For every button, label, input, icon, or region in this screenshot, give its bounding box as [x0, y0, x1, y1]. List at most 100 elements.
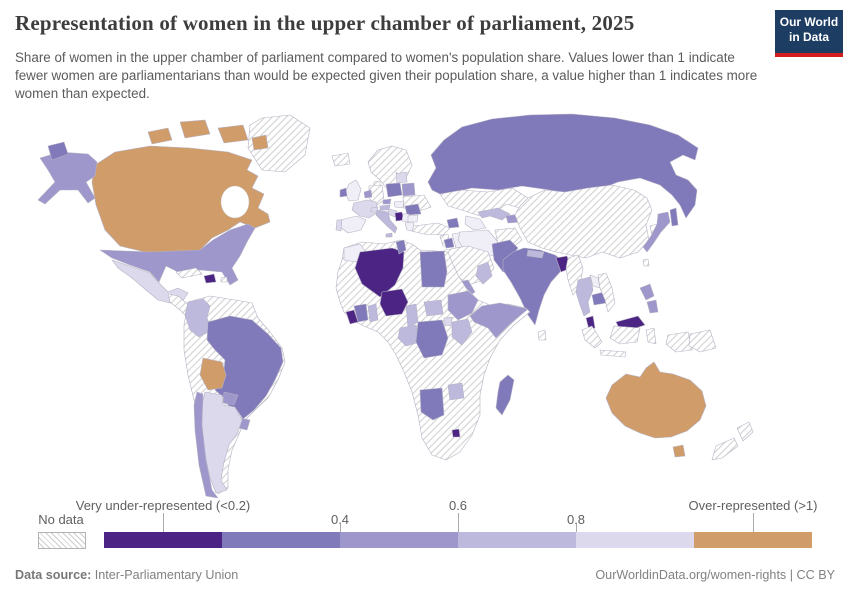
country-somalia[interactable]: [469, 302, 529, 339]
country-turkey[interactable]: [411, 222, 451, 236]
country-gabon-congo[interactable]: [397, 324, 421, 347]
owid-logo[interactable]: Our World in Data: [775, 10, 843, 57]
country-japan[interactable]: [642, 211, 671, 253]
legend-color-bar: [104, 532, 812, 548]
indonesia-java[interactable]: [599, 349, 627, 358]
canada-arctic-4[interactable]: [251, 134, 269, 151]
country-uzbekistan[interactable]: [477, 207, 511, 221]
canada-arctic-3[interactable]: [217, 124, 249, 144]
country-turkmenistan[interactable]: [464, 215, 487, 231]
country-sri-lanka[interactable]: [537, 329, 547, 341]
country-jordan[interactable]: [443, 237, 455, 249]
country-namibia[interactable]: [419, 387, 445, 421]
country-italy[interactable]: [375, 209, 398, 234]
country-greenland[interactable]: [247, 114, 311, 173]
country-alaska[interactable]: [37, 151, 98, 205]
country-zimbabwe[interactable]: [447, 382, 465, 401]
country-poland[interactable]: [385, 182, 403, 198]
country-czechia[interactable]: [382, 198, 392, 205]
country-india[interactable]: [502, 247, 566, 326]
country-australia[interactable]: [605, 361, 707, 439]
country-ireland[interactable]: [339, 187, 348, 198]
data-source-label: Data source:: [15, 568, 92, 582]
legend-label-06: 0.6: [448, 498, 468, 513]
indonesia-borneo[interactable]: [609, 325, 641, 345]
world-choropleth-map: [37, 113, 754, 499]
country-nigeria[interactable]: [379, 288, 409, 317]
country-dr-congo[interactable]: [415, 319, 449, 359]
country-thailand[interactable]: [575, 276, 594, 317]
legend-tick: [163, 513, 164, 532]
canada-arctic-2[interactable]: [179, 119, 211, 139]
country-papua-new-guinea[interactable]: [688, 329, 717, 353]
country-russia[interactable]: [427, 113, 699, 219]
canada-arctic-1[interactable]: [147, 127, 173, 145]
country-nepal[interactable]: [526, 249, 545, 259]
country-liberia[interactable]: [345, 309, 359, 325]
country-bolivia[interactable]: [199, 357, 227, 391]
region-baltics[interactable]: [395, 171, 408, 184]
country-ivory-coast[interactable]: [353, 303, 369, 323]
indonesia-sulawesi[interactable]: [645, 327, 657, 345]
country-canada[interactable]: [91, 145, 271, 253]
legend-no-data-swatch[interactable]: [38, 532, 86, 549]
legend-segment-3[interactable]: [340, 532, 458, 548]
legend-segment-1[interactable]: [104, 532, 222, 548]
legend-segment-4[interactable]: [458, 532, 576, 548]
owid-logo-line2: in Data: [788, 30, 829, 44]
country-romania[interactable]: [404, 203, 422, 216]
country-oman[interactable]: [475, 261, 493, 285]
country-ghana[interactable]: [367, 303, 379, 323]
country-lesotho[interactable]: [451, 428, 461, 438]
indonesia-sumatra[interactable]: [581, 325, 603, 349]
country-madagascar[interactable]: [495, 374, 515, 416]
country-paraguay[interactable]: [222, 391, 239, 406]
country-cuba[interactable]: [175, 267, 203, 279]
country-philippines-north[interactable]: [639, 283, 655, 301]
country-vietnam[interactable]: [597, 272, 616, 313]
legend-label-over: Over-represented (>1): [688, 498, 818, 513]
country-chile[interactable]: [193, 391, 219, 499]
license-link[interactable]: OurWorldinData.org/women-rights | CC BY: [595, 568, 835, 582]
country-algeria[interactable]: [354, 247, 405, 298]
new-zealand-south[interactable]: [711, 437, 739, 461]
country-sicily[interactable]: [385, 232, 393, 238]
country-ethiopia[interactable]: [447, 290, 479, 321]
country-hispaniola[interactable]: [203, 273, 217, 284]
country-uganda[interactable]: [443, 316, 453, 327]
new-zealand-north[interactable]: [736, 421, 754, 442]
country-benelux[interactable]: [363, 189, 373, 199]
country-united-kingdom[interactable]: [344, 179, 362, 202]
region-caucasus[interactable]: [446, 217, 460, 229]
country-kazakhstan[interactable]: [439, 187, 529, 217]
country-egypt[interactable]: [419, 250, 448, 288]
country-spain[interactable]: [339, 215, 367, 234]
country-puerto-rico[interactable]: [220, 276, 228, 283]
country-belarus[interactable]: [401, 182, 416, 197]
region-china-mongolia[interactable]: [514, 184, 653, 259]
country-chukotka[interactable]: [47, 141, 69, 161]
indonesia-west-papua[interactable]: [665, 331, 693, 353]
country-hungary-slovakia[interactable]: [393, 200, 405, 209]
legend-tick: [753, 513, 754, 532]
hudson-bay: [220, 185, 250, 219]
country-iceland[interactable]: [331, 152, 351, 167]
legend-segment-5[interactable]: [576, 532, 694, 548]
legend-segment-2[interactable]: [222, 532, 340, 548]
country-south-sudan[interactable]: [423, 299, 444, 317]
country-philippines-south[interactable]: [646, 299, 659, 314]
country-tasmania[interactable]: [672, 444, 686, 458]
country-sakhalin[interactable]: [669, 207, 679, 227]
country-mexico[interactable]: [111, 259, 189, 304]
country-united-states[interactable]: [99, 223, 256, 286]
country-portugal[interactable]: [335, 219, 343, 232]
country-kenya[interactable]: [451, 318, 473, 346]
country-austria[interactable]: [379, 204, 391, 211]
country-taiwan[interactable]: [642, 258, 650, 267]
country-tunisia[interactable]: [395, 239, 407, 255]
country-malaysia-peninsula[interactable]: [585, 315, 596, 331]
legend-segment-6[interactable]: [694, 532, 812, 548]
country-bulgaria[interactable]: [407, 214, 419, 223]
country-france[interactable]: [351, 199, 379, 219]
